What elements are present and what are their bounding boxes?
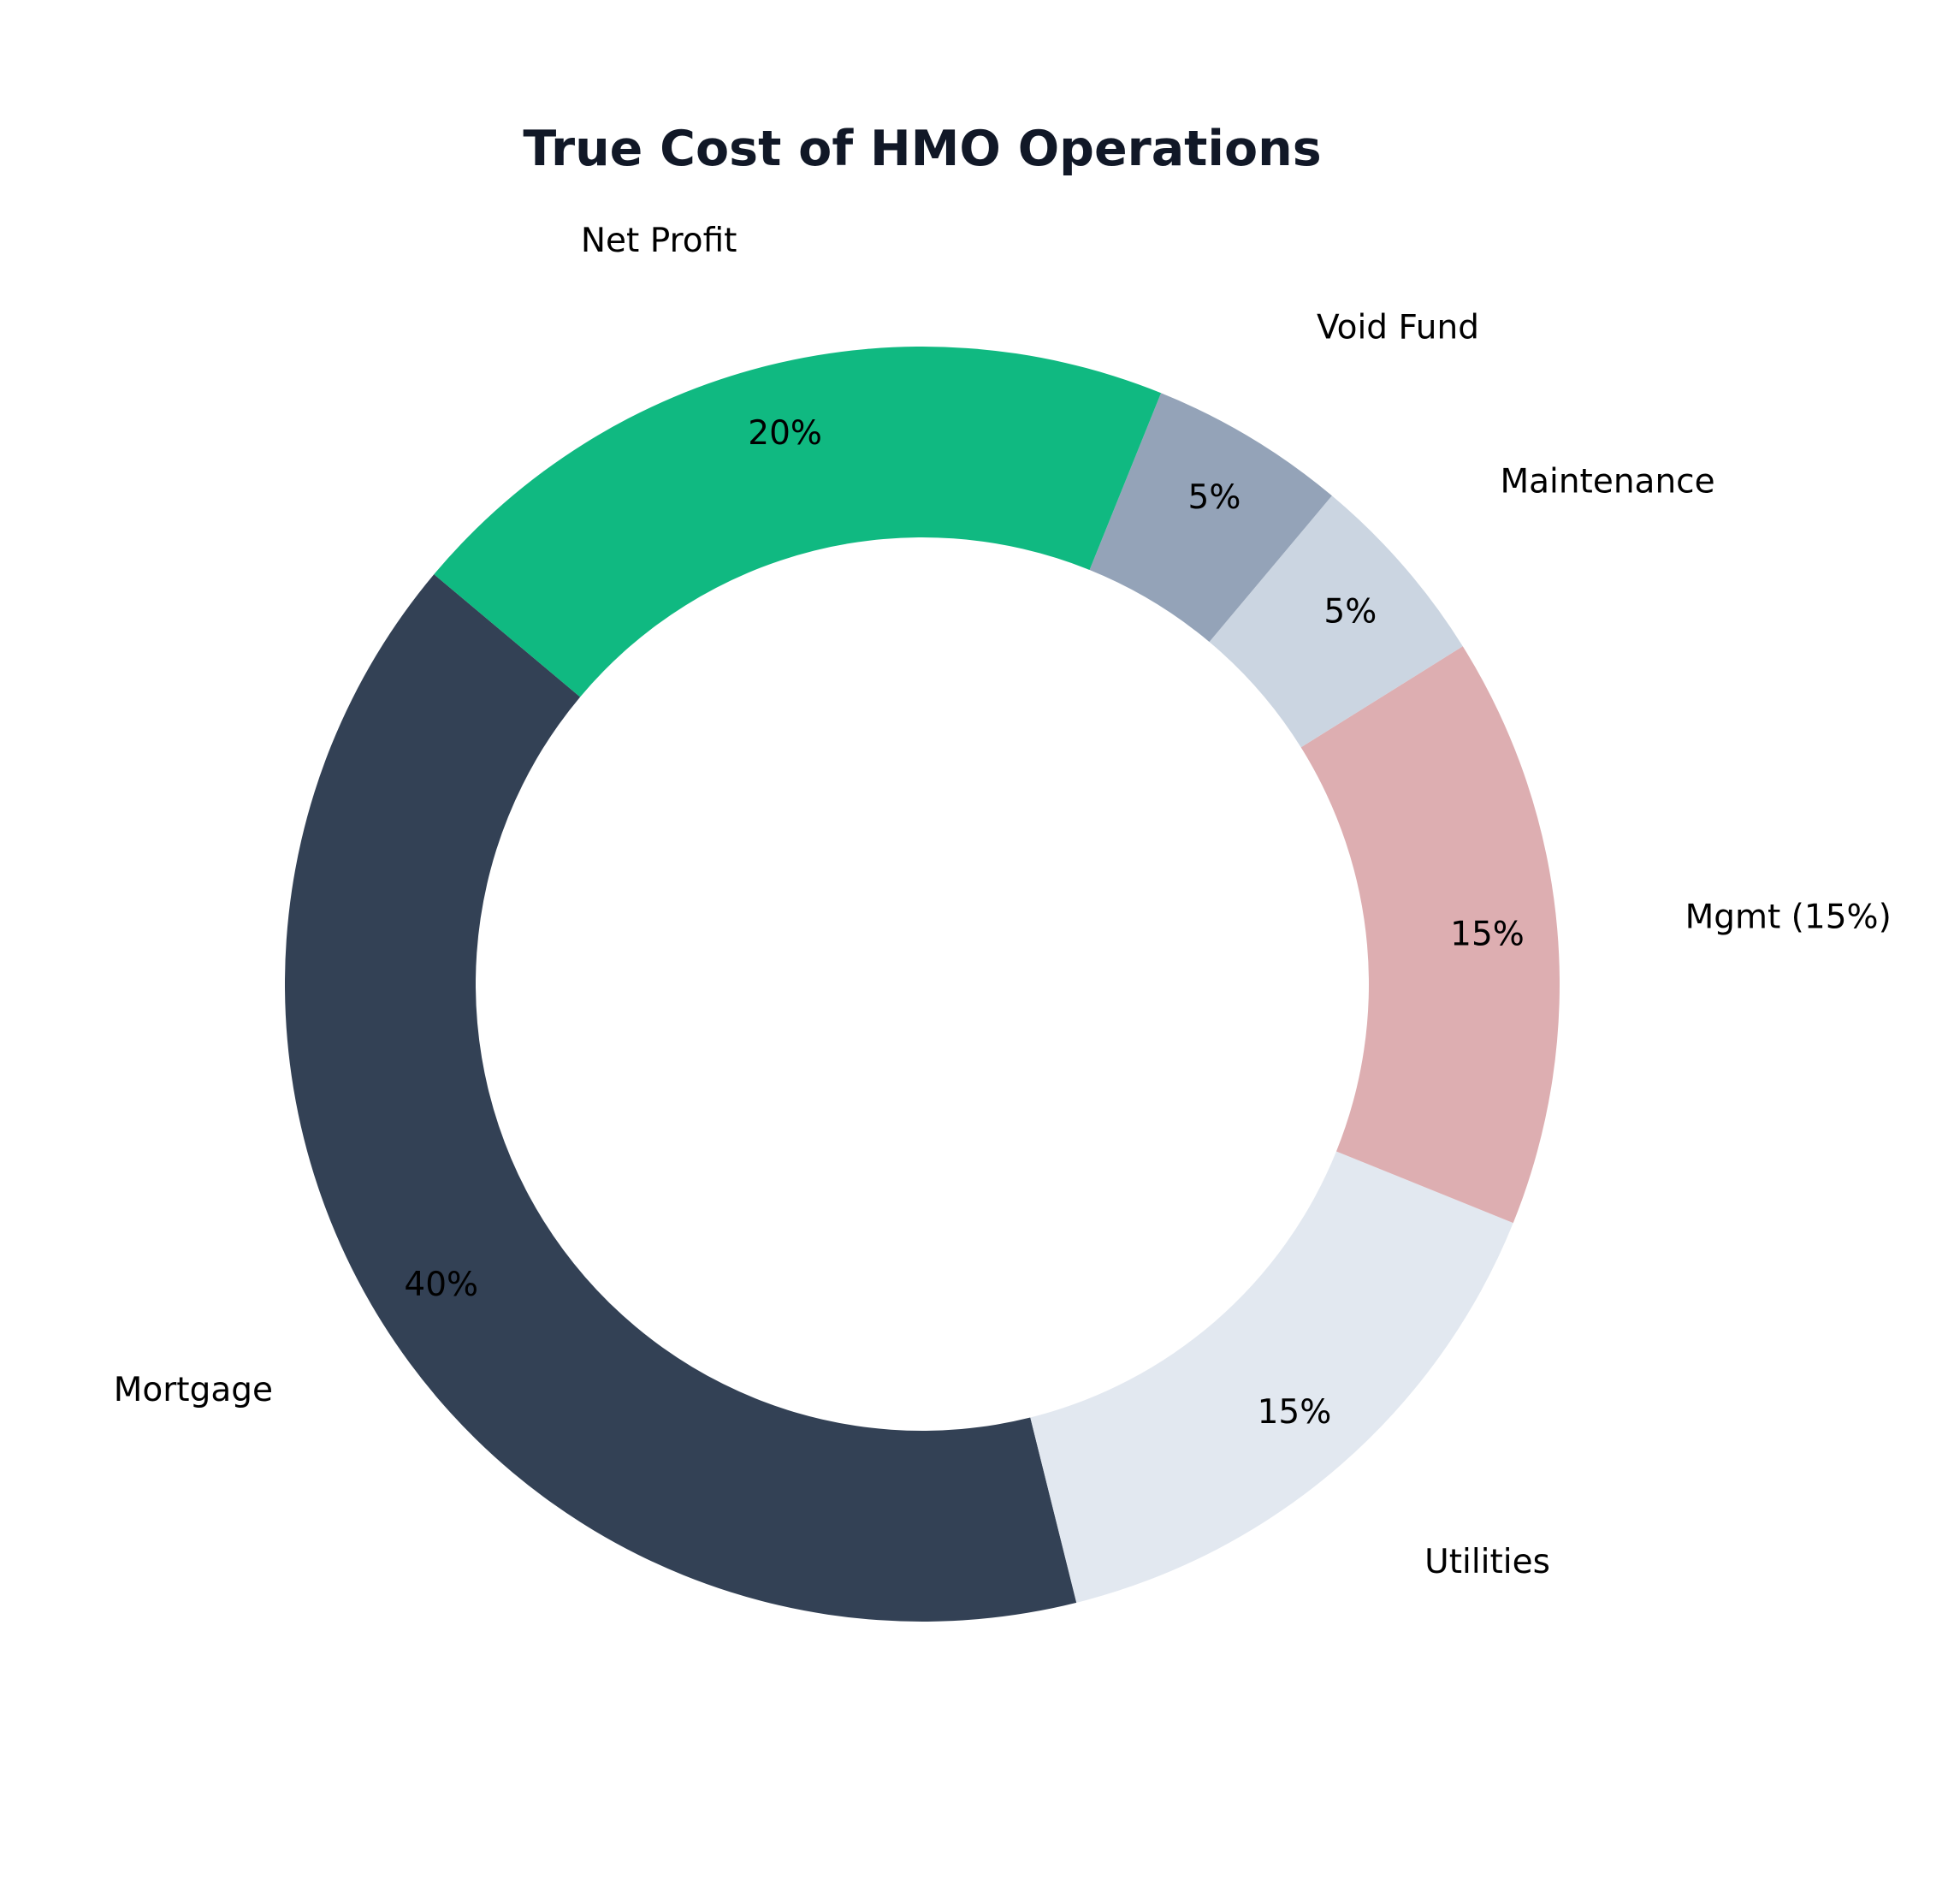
slice-utilities: [1030, 1151, 1513, 1603]
slice-labels-group: Mortgage Utilities Mgmt (15%) Maintenance Vo…: [114, 222, 1892, 1581]
slice-label-utilities: Utilities: [1424, 1543, 1550, 1581]
percent-label-mgmt-15: 15%: [1450, 916, 1525, 954]
slice-net-profit: [434, 347, 1162, 697]
slice-mortgage: [284, 574, 1077, 1622]
slice-mgmt-15: [1300, 646, 1560, 1224]
percent-label-utilities: 15%: [1258, 1393, 1332, 1432]
slice-label-net-profit: Net Profit: [581, 222, 737, 260]
percent-label-maintenance: 5%: [1323, 593, 1377, 632]
percent-label-net-profit: 20%: [748, 414, 822, 453]
chart-title: True Cost of HMO Operations: [523, 121, 1321, 177]
percent-label-mortgage: 40%: [404, 1266, 478, 1304]
slice-label-maintenance: Maintenance: [1500, 462, 1714, 501]
slice-label-mgmt-15: Mgmt (15%): [1685, 898, 1892, 936]
slice-label-mortgage: Mortgage: [114, 1371, 273, 1409]
slice-void-fund: [1089, 393, 1332, 643]
slices-group: [284, 347, 1560, 1622]
slice-maintenance: [1209, 495, 1463, 748]
slice-label-void-fund: Void Fund: [1317, 308, 1479, 347]
percent-label-void-fund: 5%: [1188, 478, 1241, 517]
percent-labels-group: 40% 15% 15% 5% 5% 20%: [404, 414, 1524, 1432]
